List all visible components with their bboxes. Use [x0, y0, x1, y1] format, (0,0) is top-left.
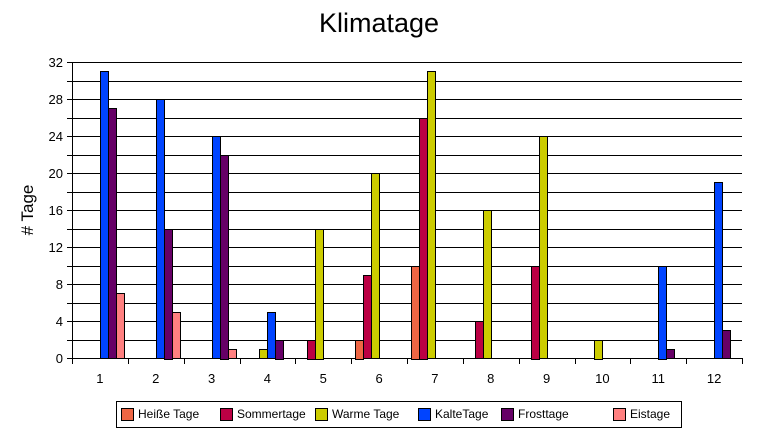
legend-item: Frosttage	[501, 407, 569, 421]
x-tick-label: 4	[264, 371, 271, 386]
legend-label: KalteTage	[435, 407, 489, 421]
bar	[475, 321, 484, 359]
legend-label: Heiße Tage	[138, 407, 200, 421]
bar	[714, 182, 723, 359]
legend-swatch-icon	[220, 407, 233, 421]
y-tick-label: 0	[56, 351, 63, 366]
legend-item: KalteTage	[418, 407, 488, 421]
y-tick-label: 8	[56, 277, 63, 292]
bar	[275, 340, 284, 360]
legend-item: Sommertage	[220, 407, 306, 421]
legend-swatch-icon	[501, 407, 514, 421]
bar	[658, 266, 667, 360]
bar	[228, 349, 237, 359]
bar	[666, 349, 675, 359]
bar	[259, 349, 268, 359]
legend-item: Heiße Tage	[121, 407, 199, 421]
bar	[371, 173, 380, 359]
bar	[267, 312, 276, 359]
legend-label: Warme Tage	[332, 407, 400, 421]
bar	[212, 136, 221, 359]
bar	[156, 99, 165, 359]
bar	[100, 71, 109, 359]
y-tick-label: 4	[56, 314, 63, 329]
x-tick-label: 7	[431, 371, 438, 386]
legend-swatch-icon	[121, 407, 134, 421]
legend-item: Eistage	[613, 407, 670, 421]
bar	[315, 229, 324, 360]
bar	[164, 229, 173, 360]
x-tick-label: 8	[487, 371, 494, 386]
legend-label: Eistage	[630, 407, 671, 421]
bar	[594, 340, 603, 360]
y-tick-label: 24	[49, 129, 63, 144]
chart-title: Klimatage	[318, 8, 440, 38]
bar	[108, 108, 117, 359]
bar	[483, 210, 492, 359]
x-tick-label: 3	[208, 371, 215, 386]
bar	[427, 71, 436, 359]
bar	[411, 266, 420, 360]
legend-item: Warme Tage	[315, 407, 399, 421]
legend-swatch-icon	[418, 407, 431, 421]
bar	[355, 340, 364, 360]
bar	[116, 293, 125, 359]
x-tick-label: 1	[96, 371, 103, 386]
bar	[172, 312, 181, 359]
bar	[419, 118, 428, 360]
x-tick-label: 12	[707, 371, 721, 386]
bar	[531, 266, 540, 360]
bar	[722, 330, 731, 359]
bar	[539, 136, 548, 359]
x-tick-label: 6	[375, 371, 382, 386]
bar	[307, 340, 316, 360]
legend-swatch-icon	[315, 407, 328, 421]
y-tick-label: 32	[49, 55, 63, 70]
x-tick-label: 5	[320, 371, 327, 386]
x-tick-label: 10	[595, 371, 609, 386]
bars	[100, 71, 731, 360]
x-tick-label: 2	[152, 371, 159, 386]
x-tick-label: 11	[652, 371, 666, 386]
bar	[220, 155, 229, 360]
y-tick-label: 12	[49, 240, 63, 255]
legend-label: Frosttage	[518, 407, 569, 421]
legend: Heiße Tage Sommertage Warme Tage KalteTage F…	[116, 401, 682, 428]
y-tick-label: 28	[49, 92, 63, 107]
legend-swatch-icon	[613, 407, 626, 421]
bar	[363, 275, 372, 359]
legend-label: Sommertage	[237, 407, 306, 421]
y-tick-label: 20	[49, 166, 63, 181]
x-tick-label: 9	[543, 371, 550, 386]
y-tick-label: 16	[49, 203, 63, 218]
